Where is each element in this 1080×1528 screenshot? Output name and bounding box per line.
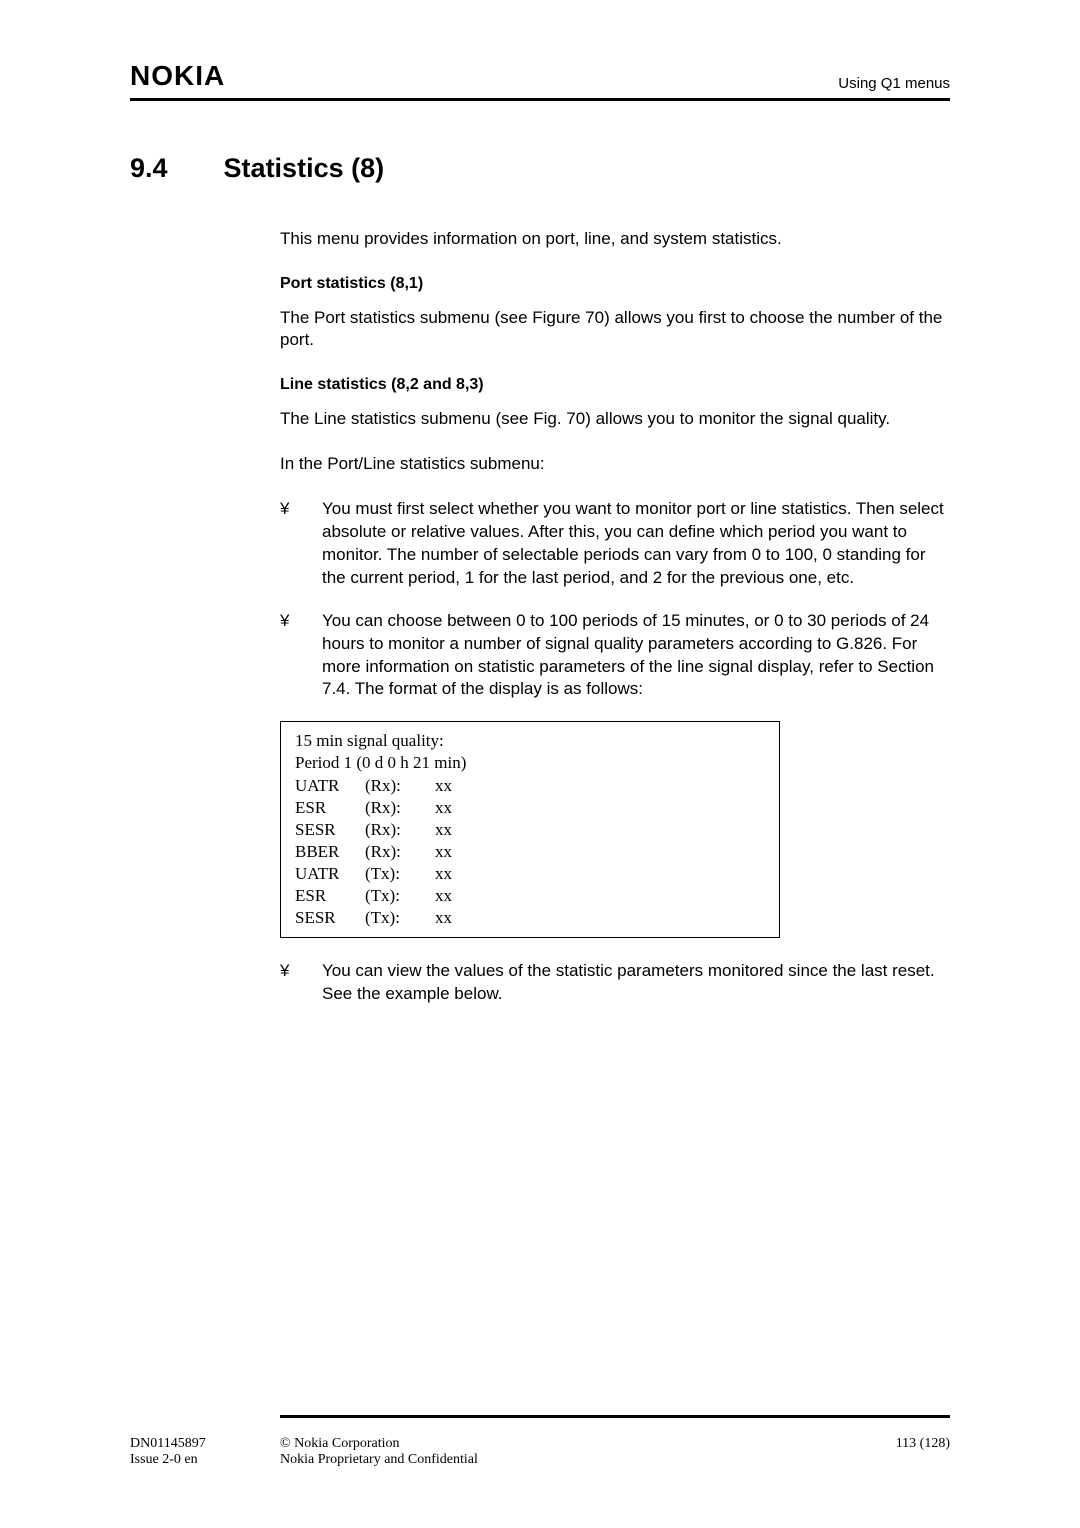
display-cell: xx bbox=[435, 775, 475, 797]
bullet-item: ¥ You can choose between 0 to 100 period… bbox=[280, 610, 950, 702]
display-cell: (Tx): bbox=[365, 885, 435, 907]
display-cell: SESR bbox=[295, 907, 365, 929]
display-cell: (Rx): bbox=[365, 841, 435, 863]
footer-copyright: © Nokia Corporation bbox=[280, 1436, 896, 1452]
display-cell: SESR bbox=[295, 819, 365, 841]
display-row: ESR (Rx): xx bbox=[295, 797, 765, 819]
section-heading: 9.4 Statistics (8) bbox=[130, 153, 950, 184]
line-stats-heading: Line statistics (8,2 and 8,3) bbox=[280, 374, 950, 396]
footer-row: DN01145897 Issue 2-0 en © Nokia Corporat… bbox=[130, 1436, 950, 1468]
display-row: SESR (Tx): xx bbox=[295, 907, 765, 929]
display-row: UATR (Tx): xx bbox=[295, 863, 765, 885]
footer-page-number: 113 (128) bbox=[896, 1436, 950, 1468]
display-row: SESR (Rx): xx bbox=[295, 819, 765, 841]
port-stats-heading: Port statistics (8,1) bbox=[280, 273, 950, 295]
bullet-glyph: ¥ bbox=[280, 960, 294, 1006]
page-footer: DN01145897 Issue 2-0 en © Nokia Corporat… bbox=[130, 1415, 950, 1468]
footer-confidential: Nokia Proprietary and Confidential bbox=[280, 1452, 896, 1468]
footer-center: © Nokia Corporation Nokia Proprietary an… bbox=[280, 1436, 896, 1468]
page-header: NOKIA Using Q1 menus bbox=[130, 60, 950, 101]
section-title: Statistics (8) bbox=[224, 153, 385, 184]
body-content: This menu provides information on port, … bbox=[280, 228, 950, 1006]
footer-issue: Issue 2-0 en bbox=[130, 1452, 280, 1468]
display-cell: (Tx): bbox=[365, 907, 435, 929]
intro-paragraph: This menu provides information on port, … bbox=[280, 228, 950, 251]
display-cell: UATR bbox=[295, 775, 365, 797]
display-cell: xx bbox=[435, 819, 475, 841]
display-cell: xx bbox=[435, 797, 475, 819]
display-cell: xx bbox=[435, 907, 475, 929]
display-period: Period 1 (0 d 0 h 21 min) bbox=[295, 752, 765, 774]
header-chapter-title: Using Q1 menus bbox=[838, 75, 950, 92]
display-cell: ESR bbox=[295, 885, 365, 907]
display-cell: (Rx): bbox=[365, 775, 435, 797]
bullet-text: You can choose between 0 to 100 periods … bbox=[322, 610, 950, 702]
nokia-logo: NOKIA bbox=[130, 60, 225, 92]
bullet-glyph: ¥ bbox=[280, 610, 294, 702]
display-cell: ESR bbox=[295, 797, 365, 819]
signal-quality-display: 15 min signal quality: Period 1 (0 d 0 h… bbox=[280, 721, 780, 938]
bullet-text: You must first select whether you want t… bbox=[322, 498, 950, 590]
display-cell: xx bbox=[435, 863, 475, 885]
section-number: 9.4 bbox=[130, 153, 168, 184]
display-cell: UATR bbox=[295, 863, 365, 885]
display-cell: BBER bbox=[295, 841, 365, 863]
bullet-glyph: ¥ bbox=[280, 498, 294, 590]
footer-rule bbox=[280, 1415, 950, 1418]
display-row: BBER (Rx): xx bbox=[295, 841, 765, 863]
display-row: UATR (Rx): xx bbox=[295, 775, 765, 797]
submenu-intro: In the Port/Line statistics submenu: bbox=[280, 453, 950, 476]
bullet-text: You can view the values of the statistic… bbox=[322, 960, 950, 1006]
display-title: 15 min signal quality: bbox=[295, 730, 765, 752]
display-cell: xx bbox=[435, 841, 475, 863]
footer-left: DN01145897 Issue 2-0 en bbox=[130, 1436, 280, 1468]
bullet-item: ¥ You can view the values of the statist… bbox=[280, 960, 950, 1006]
footer-doc-id: DN01145897 bbox=[130, 1436, 280, 1452]
bullet-item: ¥ You must first select whether you want… bbox=[280, 498, 950, 590]
display-row: ESR (Tx): xx bbox=[295, 885, 765, 907]
display-cell: (Rx): bbox=[365, 797, 435, 819]
display-cell: xx bbox=[435, 885, 475, 907]
display-cell: (Tx): bbox=[365, 863, 435, 885]
port-stats-text: The Port statistics submenu (see Figure … bbox=[280, 307, 950, 353]
line-stats-text: The Line statistics submenu (see Fig. 70… bbox=[280, 408, 950, 431]
display-cell: (Rx): bbox=[365, 819, 435, 841]
